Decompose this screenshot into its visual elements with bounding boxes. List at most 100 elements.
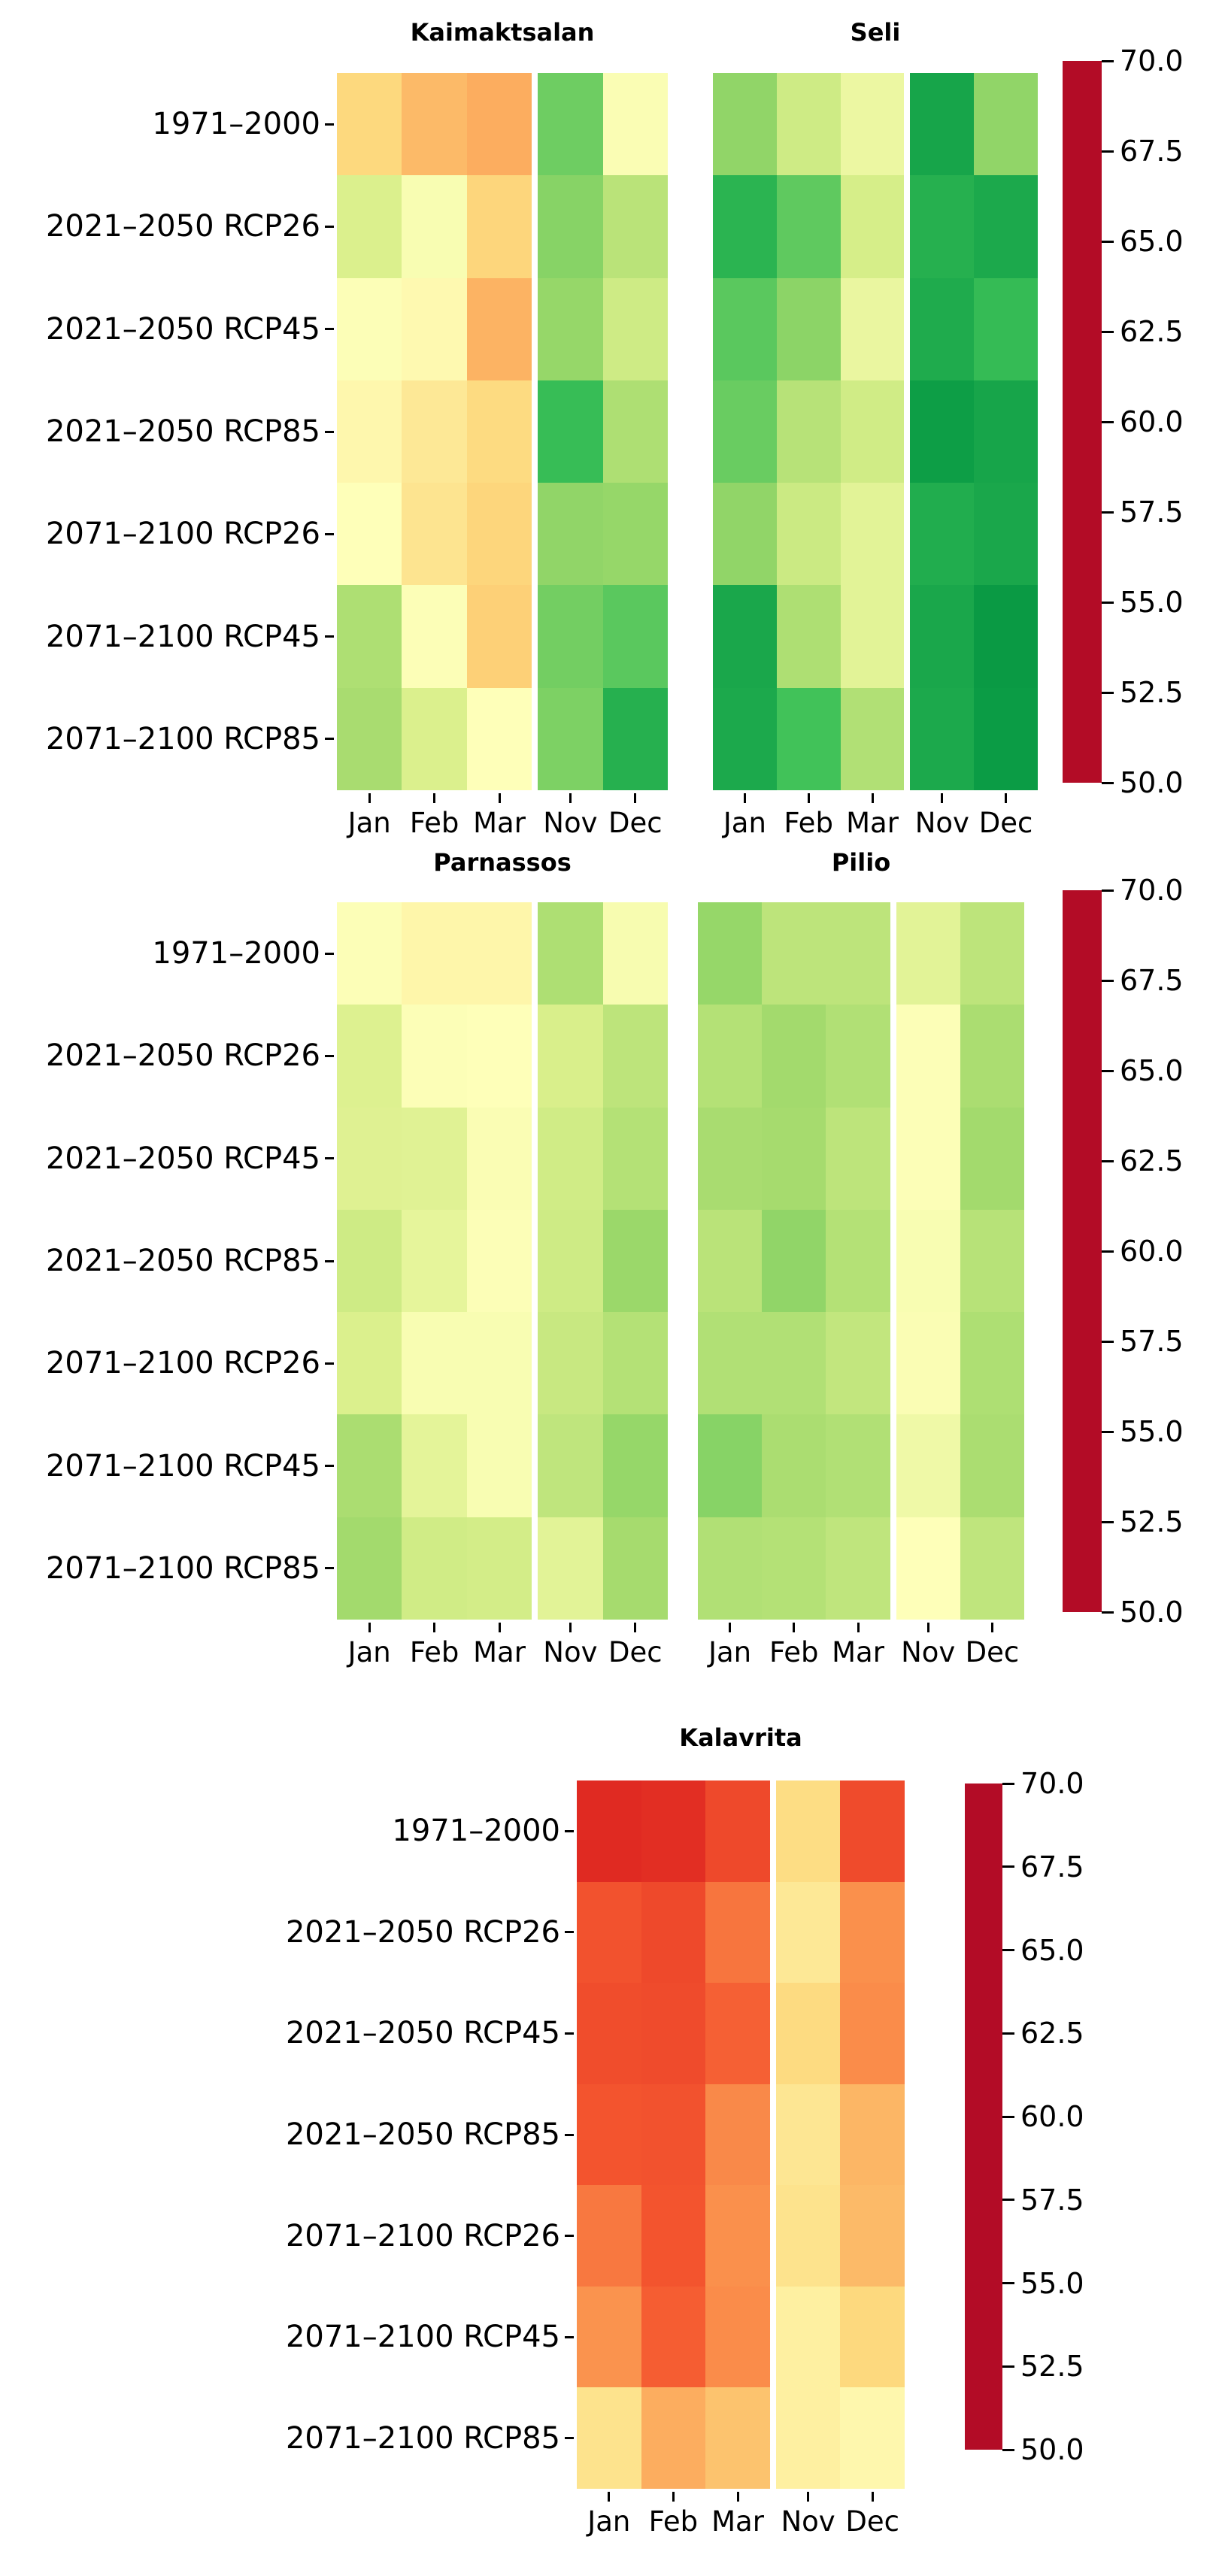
heatmap-cell (337, 277, 402, 380)
x-tick-mark (941, 793, 944, 803)
x-tick-label: Mar (832, 1636, 884, 1668)
y-tick-label: 1971–2000 (152, 107, 320, 142)
y-tick-mark (565, 1829, 574, 1832)
x-tick-label: Feb (409, 807, 459, 839)
heatmap-cell (776, 175, 841, 278)
x-tick-label: Jan (708, 1636, 752, 1668)
colorbar-tick-mark (1102, 1340, 1114, 1343)
heatmap-cell (402, 483, 467, 586)
colorbar-tick-label: 67.5 (1020, 1850, 1084, 1884)
heatmap-cell (713, 585, 777, 688)
heatmap-cell (466, 175, 532, 278)
y-tick-mark (325, 738, 334, 741)
heatmap-cell (538, 1005, 603, 1108)
heatmap-cell (577, 1881, 641, 1984)
heatmap-cell (826, 1414, 890, 1517)
heatmap-cell (840, 2185, 905, 2287)
heatmap-cell (602, 1107, 668, 1210)
heatmap-cell (775, 2387, 841, 2489)
colorbar-tick-mark (1102, 59, 1114, 62)
colorbar-tick-mark (1002, 2448, 1014, 2451)
heatmap-cell (776, 277, 841, 380)
heatmap-cell (466, 902, 532, 1005)
x-tick-label: Dec (978, 807, 1033, 839)
x-tick-label: Jan (347, 807, 391, 839)
x-tick-mark (729, 1623, 732, 1632)
y-tick-label: 2071–2100 RCP45 (45, 1448, 320, 1483)
heatmap-cell (896, 1107, 960, 1210)
colorbar-tick-mark (1102, 1611, 1114, 1614)
heatmap-cell (840, 73, 905, 176)
heatmap-cell (713, 687, 777, 790)
y-tick-label: 2021–2050 RCP45 (285, 2016, 560, 2051)
x-tick-label: Jan (347, 1636, 391, 1668)
colorbar-tick-label: 52.5 (1020, 2350, 1084, 2384)
heatmap-cell (960, 1414, 1024, 1517)
heatmap-cell (466, 73, 532, 176)
heatmap-cell (910, 380, 975, 483)
heatmap-cell (698, 1209, 763, 1313)
colorbar-tick-mark (1002, 2199, 1014, 2202)
chart-title-pilio: Pilio (831, 848, 891, 877)
x-tick-mark (743, 793, 746, 803)
colorbar-tick-mark (1102, 1250, 1114, 1253)
heatmap-cell (840, 585, 905, 688)
heatmap-cell (960, 902, 1024, 1005)
heatmap-cell (826, 1209, 890, 1313)
heatmap-cell-group (775, 1780, 905, 2489)
heatmap-cell (466, 1005, 532, 1108)
x-tick-label: Nov (914, 807, 969, 839)
heatmap-cell (705, 2084, 770, 2186)
colorbar-tick-label: 62.5 (1120, 1144, 1184, 1177)
heatmap-cell (402, 687, 467, 790)
y-tick-label: 1971–2000 (152, 936, 320, 971)
heatmap-cell (776, 483, 841, 586)
heatmap-cell (960, 1107, 1024, 1210)
heatmap-cell (602, 1005, 668, 1108)
colorbar-tick-mark (1102, 979, 1114, 982)
heatmap-cell (705, 1881, 770, 1984)
x-tick-label: Feb (769, 1636, 819, 1668)
heatmap-cell (641, 1983, 706, 2084)
heatmap-cell (337, 1414, 402, 1517)
heatmap-cell (698, 1517, 763, 1620)
x-tick-label: Dec (608, 1636, 663, 1668)
x-tick-label: Mar (473, 807, 526, 839)
heatmap-cell (762, 1005, 826, 1108)
heatmap-cell (466, 380, 532, 483)
heatmap-cell (775, 2084, 841, 2186)
y-tick-label: 2071–2100 RCP45 (285, 2320, 560, 2355)
heatmap-cell (713, 483, 777, 586)
heatmap-cell (538, 1209, 603, 1313)
colorbar-tick-mark (1102, 511, 1114, 514)
colorbar-tick-mark (1102, 1520, 1114, 1523)
chart-title-parnassos: Parnassos (433, 848, 572, 877)
heatmap-cell (602, 380, 668, 483)
x-tick-mark (433, 1623, 436, 1632)
colorbar-tick-mark (1002, 2282, 1014, 2284)
heatmap-cell (538, 1312, 603, 1415)
x-tick-label: Dec (845, 2505, 899, 2538)
colorbar-tick-mark (1102, 240, 1114, 243)
colorbar-tick-mark (1102, 601, 1114, 604)
x-tick-mark (569, 793, 572, 803)
heatmap-cell (705, 1780, 770, 1882)
heatmap-cell (840, 483, 905, 586)
heatmap-cell (974, 483, 1038, 586)
heatmap-cell (538, 687, 603, 790)
y-tick-mark (325, 1362, 334, 1365)
heatmap-cell (910, 175, 975, 278)
heatmap-cell (337, 483, 402, 586)
colorbar-tick-mark (1002, 2365, 1014, 2368)
heatmap-cell (402, 175, 467, 278)
colorbar-tick-label: 50.0 (1020, 2433, 1084, 2466)
colorbar-tick-mark (1102, 889, 1114, 892)
colorbar-middle: 70.0 67.5 65.0 62.5 60.0 57.5 55.0 52.5 50.0 (1063, 874, 1184, 1629)
x-tick-label: Feb (409, 1636, 459, 1668)
heatmap-cell-group (910, 73, 1038, 790)
colorbar-tick-label: 55.0 (1120, 1415, 1184, 1448)
heatmap-cell (775, 1881, 841, 1984)
colorbar-tick-mark (1102, 420, 1114, 423)
heatmap-cell (826, 1107, 890, 1210)
colorbar-tick-mark (1002, 1865, 1014, 1868)
